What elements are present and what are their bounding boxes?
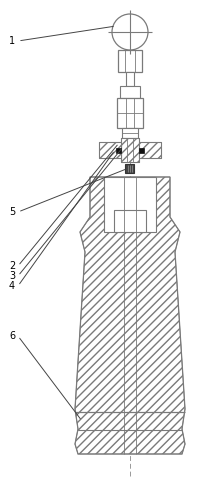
Bar: [138, 148, 143, 152]
Bar: [125, 72, 133, 86]
Text: 3: 3: [9, 271, 15, 281]
Bar: [138, 142, 160, 158]
Text: 2: 2: [9, 261, 15, 271]
Bar: [103, 177, 155, 232]
Text: 4: 4: [9, 281, 15, 291]
Bar: [117, 50, 141, 72]
Polygon shape: [75, 177, 184, 454]
Bar: [121, 128, 137, 138]
Bar: [120, 138, 138, 162]
Text: 1: 1: [9, 36, 15, 46]
Bar: [120, 138, 138, 162]
Text: 5: 5: [9, 207, 15, 217]
Circle shape: [112, 14, 147, 50]
Bar: [138, 142, 160, 158]
Bar: [125, 164, 134, 173]
Text: 6: 6: [9, 331, 15, 341]
Bar: [99, 142, 120, 158]
Bar: [116, 98, 142, 128]
Bar: [99, 142, 120, 158]
Bar: [115, 148, 120, 152]
Bar: [119, 86, 139, 98]
Bar: [114, 210, 145, 232]
